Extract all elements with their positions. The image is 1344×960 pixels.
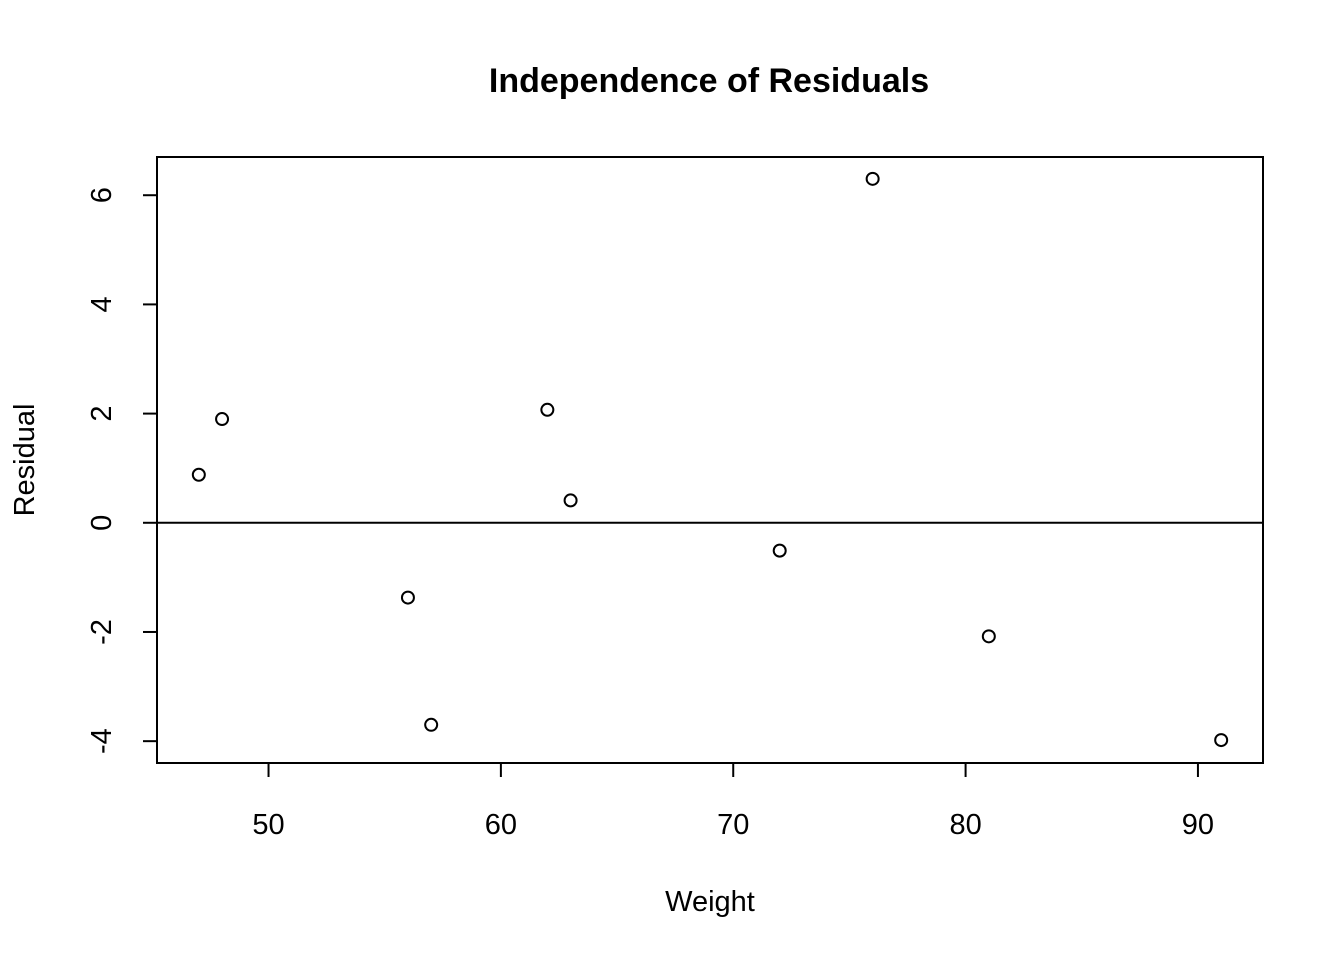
y-axis: -4 -2 0 2 4 6 xyxy=(86,187,158,754)
x-tick-label: 70 xyxy=(717,809,749,841)
x-tick-label: 80 xyxy=(949,809,981,841)
y-axis-label: Residual xyxy=(9,404,41,517)
data-point xyxy=(563,493,578,508)
y-tick-label: -4 xyxy=(86,728,118,754)
y-tick-label: 4 xyxy=(86,296,118,312)
x-tick-label: 60 xyxy=(485,809,517,841)
data-point xyxy=(215,412,230,427)
data-point xyxy=(981,629,996,644)
data-point xyxy=(1214,733,1229,748)
data-point xyxy=(191,467,206,482)
chart-title: Independence of Residuals xyxy=(489,62,929,100)
data-point xyxy=(400,590,415,605)
data-point xyxy=(772,543,787,558)
data-point xyxy=(865,171,880,186)
data-points xyxy=(191,171,1229,748)
plot-frame xyxy=(156,156,1264,764)
y-tick-label: -2 xyxy=(86,619,118,645)
x-axis-label: Weight xyxy=(665,886,755,918)
y-tick-label: 6 xyxy=(86,187,118,203)
x-axis: 50 60 70 80 90 xyxy=(252,762,1214,841)
data-point xyxy=(540,402,555,417)
x-tick-label: 50 xyxy=(252,809,284,841)
data-point xyxy=(424,717,439,732)
x-tick-label: 90 xyxy=(1182,809,1214,841)
y-tick-label: 2 xyxy=(86,406,118,422)
y-tick-label: 0 xyxy=(86,515,118,531)
